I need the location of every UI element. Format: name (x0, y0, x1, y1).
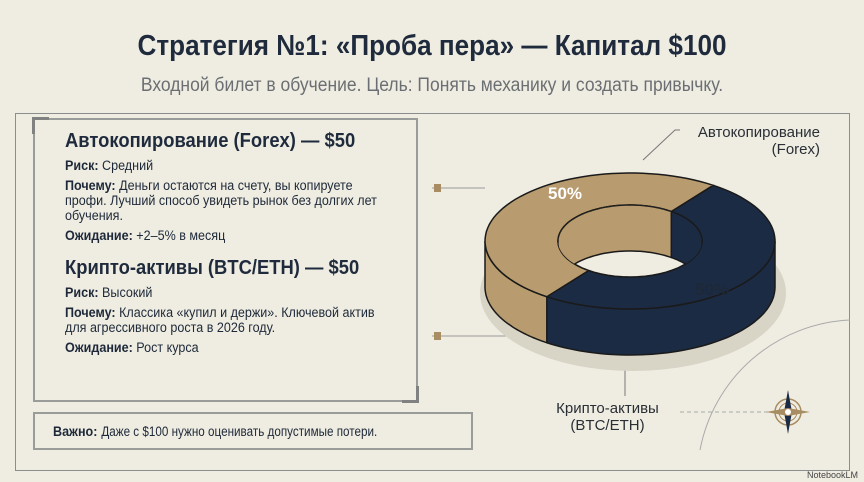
compass-icon (766, 390, 810, 434)
label-line: Крипто-активы (556, 400, 659, 417)
outer-frame (15, 113, 850, 471)
section-crypto: Крипто-активы (BTC/ETH) — $50 Риск: Высо… (65, 257, 416, 355)
data-label-crypto: 50% (695, 280, 729, 299)
risk-value: Высокий (102, 285, 153, 300)
label-line: Автокопирование (697, 124, 820, 141)
page-title: Стратегия №1: «Проба пера» — Капитал $10… (137, 30, 727, 62)
why-label: Почему: (65, 178, 116, 193)
note-text: Даже с $100 нужно оценивать допустимые п… (100, 424, 377, 439)
risk-label: Риск: (65, 285, 99, 300)
important-note: Важно: Даже с $100 нужно оценивать допус… (33, 412, 473, 450)
data-label-forex: 50% (548, 184, 582, 203)
why-text: Классика «купил и держи». Ключевой актив… (65, 305, 375, 335)
risk-label: Риск: (65, 158, 99, 173)
section-title: Крипто-активы (BTC/ETH) — $50 (65, 257, 360, 279)
section-title: Автокопирование (Forex) — $50 (65, 130, 356, 152)
risk-value: Средний (102, 158, 154, 173)
expect-label: Ожидание: (65, 228, 133, 243)
marker (434, 332, 441, 340)
expect-label: Ожидание: (65, 340, 133, 355)
expect-value: Рост курса (136, 340, 199, 355)
note-label: Важно: (53, 424, 98, 439)
why-label: Почему: (65, 305, 116, 320)
blueprint-decor (432, 129, 851, 451)
expect-value: +2–5% в месяц (136, 228, 226, 243)
arc-guide (699, 319, 851, 451)
why-text: Деньги остаются на счету, вы копируете п… (65, 178, 377, 223)
section-forex: Автокопирование (Forex) — $50 Риск: Сред… (65, 130, 416, 243)
page-subtitle: Входной билет в обучение. Цель: Понять м… (140, 75, 724, 96)
notebooklm-watermark: NotebookLM (806, 470, 858, 480)
label-line: (BTC/ETH) (570, 417, 645, 434)
inner-wall-1 (558, 205, 673, 277)
label-line: (Forex) (771, 141, 820, 158)
marker (434, 184, 441, 192)
legend-label-crypto: Крипто-активы (BTC/ETH) (540, 400, 675, 434)
strategy-details-panel: Автокопирование (Forex) — $50 Риск: Сред… (32, 117, 419, 403)
label-leader-forex (642, 129, 680, 161)
legend-label-forex: Автокопирование (Forex) (698, 124, 820, 158)
